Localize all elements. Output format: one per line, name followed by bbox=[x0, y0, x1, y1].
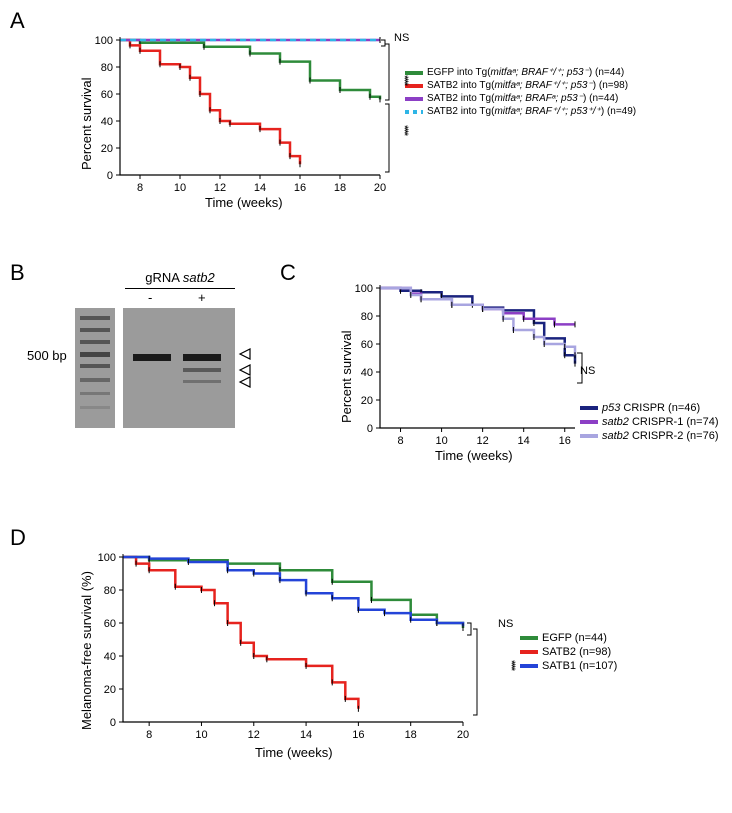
svg-text:16: 16 bbox=[294, 182, 306, 194]
svg-text:18: 18 bbox=[405, 729, 417, 741]
svg-text:12: 12 bbox=[248, 729, 260, 741]
svg-text:12: 12 bbox=[214, 182, 226, 194]
panel-label-c: C bbox=[280, 260, 296, 286]
panel-d-svg: 0 20 40 60 80 100 8 10 12 14 16 18 20 bbox=[85, 545, 485, 760]
panel-label-d: D bbox=[10, 525, 26, 551]
svg-text:80: 80 bbox=[361, 311, 373, 323]
svg-text:40: 40 bbox=[101, 116, 113, 128]
svg-text:16: 16 bbox=[559, 435, 571, 447]
panel-a-xlabel: Time (weeks) bbox=[205, 195, 283, 210]
svg-text:14: 14 bbox=[518, 435, 530, 447]
svg-text:20: 20 bbox=[457, 729, 469, 741]
panel-label-b: B bbox=[10, 260, 25, 286]
legend-item: EGFP (n=44) bbox=[520, 632, 617, 644]
panel-c-svg: 0 20 40 60 80 100 8 10 12 14 16 bbox=[345, 278, 595, 463]
svg-text:10: 10 bbox=[174, 182, 186, 194]
svg-text:20: 20 bbox=[374, 182, 386, 194]
svg-text:12: 12 bbox=[477, 435, 489, 447]
panel-a-legend: EGFP into Tg(mitfaᵃ; BRAF⁺/⁺; p53⁻) (n=4… bbox=[405, 65, 636, 119]
legend-item: SATB2 (n=98) bbox=[520, 646, 617, 658]
legend-item: EGFP into Tg(mitfaᵃ; BRAF⁺/⁺; p53⁻) (n=4… bbox=[405, 67, 636, 78]
panel-a-sig-ns: NS bbox=[394, 32, 409, 44]
panel-d-legend: EGFP (n=44) SATB2 (n=98) SATB1 (n=107) bbox=[520, 630, 617, 674]
svg-text:8: 8 bbox=[146, 729, 152, 741]
svg-text:80: 80 bbox=[101, 62, 113, 74]
svg-text:20: 20 bbox=[104, 684, 116, 696]
svg-text:0: 0 bbox=[367, 423, 373, 435]
svg-text:0: 0 bbox=[107, 170, 113, 182]
svg-text:60: 60 bbox=[101, 89, 113, 101]
gel-svg bbox=[75, 308, 255, 438]
svg-text:40: 40 bbox=[104, 651, 116, 663]
panel-d-ylabel: Melanoma-free survival (%) bbox=[79, 571, 94, 730]
svg-text:0: 0 bbox=[110, 717, 116, 729]
gel-ladder-label: 500 bp bbox=[27, 348, 67, 363]
panel-d-chart: 0204060801008101214161820 Melanoma-free … bbox=[85, 545, 485, 760]
legend-item: satb2 CRISPR-1 (n=74) bbox=[580, 416, 718, 428]
svg-text:10: 10 bbox=[435, 435, 447, 447]
panel-a-svg: 0 20 40 60 80 100 8 10 12 14 16 18 20 bbox=[85, 30, 395, 210]
svg-text:14: 14 bbox=[300, 729, 312, 741]
panel-a-sig-2: **** bbox=[398, 125, 410, 134]
svg-text:8: 8 bbox=[397, 435, 403, 447]
legend-item: SATB1 (n=107) bbox=[520, 660, 617, 672]
panel-c-chart: 020406080100810121416 Percent survival T… bbox=[345, 278, 595, 463]
svg-text:20: 20 bbox=[361, 395, 373, 407]
legend-item: p53 CRISPR (n=46) bbox=[580, 402, 718, 414]
panel-d-sig-stars: **** bbox=[505, 660, 517, 669]
svg-text:14: 14 bbox=[254, 182, 266, 194]
svg-text:8: 8 bbox=[137, 182, 143, 194]
svg-text:80: 80 bbox=[104, 585, 116, 597]
svg-text:60: 60 bbox=[361, 339, 373, 351]
svg-text:100: 100 bbox=[98, 552, 116, 564]
panel-c-sig: NS bbox=[580, 365, 595, 377]
panel-c-ylabel: Percent survival bbox=[339, 331, 354, 423]
panel-c-legend: p53 CRISPR (n=46) satb2 CRISPR-1 (n=74) sa… bbox=[580, 400, 718, 444]
svg-text:100: 100 bbox=[95, 35, 113, 47]
legend-item: SATB2 into Tg(mitfaᵃ; BRAF⁺/⁺; p53⁺/⁺) (… bbox=[405, 106, 636, 117]
panel-d-sig-ns: NS bbox=[498, 618, 513, 630]
panel-c-xlabel: Time (weeks) bbox=[435, 448, 513, 463]
panel-a-sig-1: **** bbox=[398, 75, 410, 84]
gel-lane-plus: + bbox=[198, 290, 206, 305]
legend-item: SATB2 into Tg(mitfaᵃ; BRAFᵃ; p53⁻) (n=44… bbox=[405, 93, 636, 104]
panel-b-gel: gRNA satb2 - + 500 bp bbox=[75, 270, 255, 430]
gel-header: gRNA satb2 bbox=[130, 270, 230, 285]
svg-text:10: 10 bbox=[195, 729, 207, 741]
svg-text:20: 20 bbox=[101, 143, 113, 155]
panel-a-chart: 0204060801008101214161820 Percent surviv… bbox=[85, 30, 395, 210]
gel-lane-minus: - bbox=[148, 290, 152, 305]
legend-item: satb2 CRISPR-2 (n=76) bbox=[580, 430, 718, 442]
svg-text:18: 18 bbox=[334, 182, 346, 194]
panel-a-ylabel: Percent survival bbox=[79, 78, 94, 170]
svg-text:16: 16 bbox=[352, 729, 364, 741]
legend-item: SATB2 into Tg(mitfaᵃ; BRAF⁺/⁺; p53⁻) (n=… bbox=[405, 80, 636, 91]
svg-text:100: 100 bbox=[355, 283, 373, 295]
panel-d-xlabel: Time (weeks) bbox=[255, 745, 333, 760]
svg-text:60: 60 bbox=[104, 618, 116, 630]
svg-text:40: 40 bbox=[361, 367, 373, 379]
panel-label-a: A bbox=[10, 8, 25, 34]
